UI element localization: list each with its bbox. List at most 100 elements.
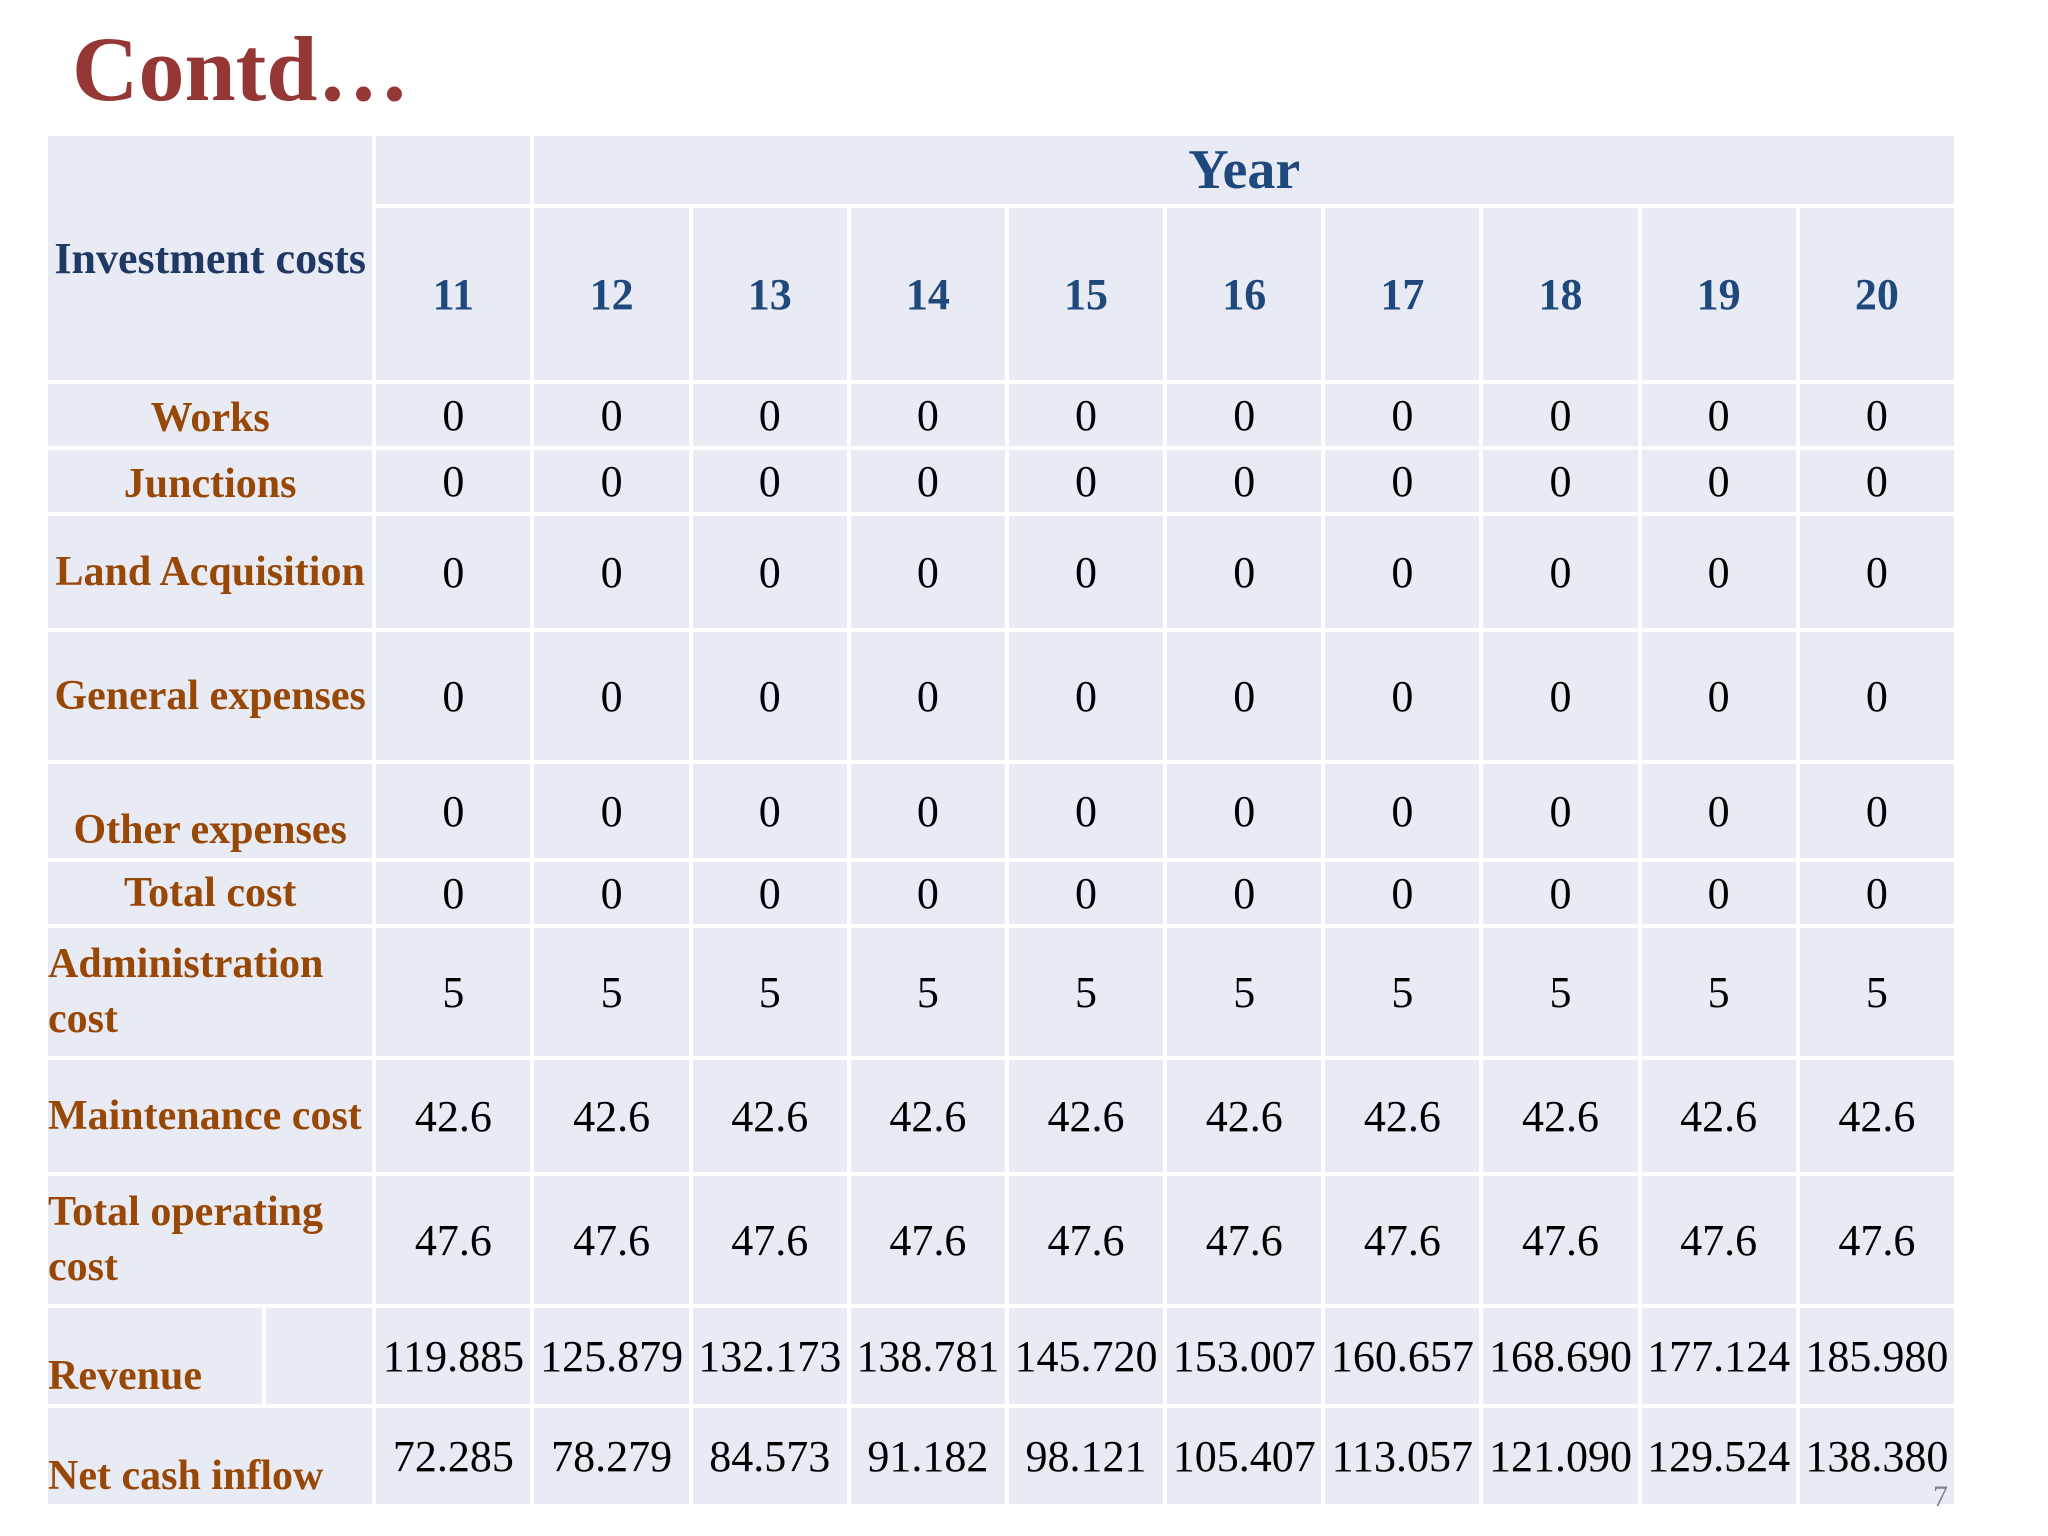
value-cell: 138.380 [1795,1404,1959,1508]
year-number: 11 [432,269,475,319]
value-cell: 0 [372,628,535,764]
value-cell: 0 [1479,760,1642,862]
value-cell: 0 [1163,380,1326,450]
table-row: Land Acquisition 0 0 0 0 0 0 0 0 0 0 [43,512,1959,632]
value-cell: 47.6 [1795,1172,1959,1308]
value-cell: 0 [372,760,535,862]
row-label: Total cost [124,869,297,916]
value-cell: 0 [688,446,851,516]
table-row: Other expenses 0 0 0 0 0 0 0 0 0 0 [43,760,1959,862]
empty-cell [262,1304,377,1408]
value-cell: 0 [1004,628,1168,764]
value-cell: 0 [1637,858,1800,928]
value-cell: 185.980 [1795,1304,1959,1408]
value-cell: 47.6 [846,1172,1009,1308]
row-label: Revenue [48,1353,202,1400]
value-cell: 42.6 [1321,1056,1484,1176]
value-cell: 98.121 [1004,1404,1168,1508]
value-cell: 5 [1637,924,1800,1060]
value-cell: 0 [688,760,851,862]
value-cell: 0 [1163,446,1326,516]
row-label: Junctions [123,461,297,508]
value-cell: 0 [1163,628,1326,764]
value-cell: 0 [1163,512,1326,632]
value-cell: 5 [1479,924,1642,1060]
year-cell: 16 [1163,204,1326,384]
value-cell: 42.6 [688,1056,851,1176]
value-cell: 5 [1795,924,1959,1060]
value-cell: 0 [1479,380,1642,450]
value-cell: 47.6 [530,1172,693,1308]
row-label: Total operating cost [48,1189,323,1290]
value-cell: 0 [372,446,535,516]
value-cell: 5 [846,924,1009,1060]
value-cell: 0 [1637,446,1800,516]
value-cell: 5 [1004,924,1168,1060]
value-cell: 0 [1163,858,1326,928]
row-label-cell: Total operating cost [43,1172,377,1308]
value-cell: 42.6 [530,1056,693,1176]
row-label: Maintenance cost [48,1092,362,1139]
value-cell: 129.524 [1637,1404,1800,1508]
value-cell: 72.285 [372,1404,535,1508]
year-number: 15 [1064,269,1109,319]
value-cell: 0 [1795,380,1959,450]
row-label-cell: Other expenses [43,760,377,862]
year-cell: 20 [1795,204,1959,384]
value-cell: 0 [1479,512,1642,632]
value-cell: 0 [1795,446,1959,516]
value-cell: 0 [1637,628,1800,764]
row-label-cell: General expenses [43,628,377,764]
value-cell: 5 [1163,924,1326,1060]
value-cell: 0 [1321,512,1484,632]
value-cell: 177.124 [1637,1304,1800,1408]
value-cell: 84.573 [688,1404,851,1508]
year-number: 13 [747,269,792,319]
value-cell: 0 [1321,628,1484,764]
value-cell: 0 [1321,446,1484,516]
row-label-cell: Administration cost [43,924,377,1060]
year-number: 16 [1222,269,1267,319]
value-cell: 5 [372,924,535,1060]
value-cell: 0 [1637,380,1800,450]
value-cell: 0 [688,628,851,764]
value-cell: 0 [1004,512,1168,632]
value-cell: 0 [372,858,535,928]
value-cell: 42.6 [846,1056,1009,1176]
value-cell: 91.182 [846,1404,1009,1508]
year-number: 18 [1538,269,1583,319]
value-cell: 0 [1163,760,1326,862]
table-row: General expenses 0 0 0 0 0 0 0 0 0 0 [43,628,1959,764]
row-label: General expenses [54,672,366,719]
value-cell: 0 [1795,628,1959,764]
value-cell: 47.6 [1637,1172,1800,1308]
row-label-cell: Net cash inflow [43,1404,377,1508]
value-cell: 42.6 [372,1056,535,1176]
value-cell: 0 [1004,380,1168,450]
header-row-years: 11 12 13 14 15 16 17 18 19 20 [46,204,1959,384]
value-cell: 0 [1637,760,1800,862]
value-cell: 0 [1479,446,1642,516]
value-cell: 168.690 [1479,1304,1642,1408]
value-cell: 0 [688,858,851,928]
blank-header-cell [372,132,535,208]
row-label: Works [150,395,270,442]
value-cell: 0 [530,512,693,632]
table-row: Maintenance cost 42.6 42.6 42.6 42.6 42.6 42.6… [43,1056,1959,1176]
table-row: Total cost 0 0 0 0 0 0 0 0 0 0 [43,858,1959,928]
value-cell: 0 [846,628,1009,764]
row-label-cell: Land Acquisition [43,512,377,632]
value-cell: 0 [1795,858,1959,928]
value-cell: 145.720 [1004,1304,1168,1408]
value-cell: 47.6 [372,1172,535,1308]
page-number: 7 [1933,1480,1948,1513]
value-cell: 0 [530,628,693,764]
value-cell: 78.279 [530,1404,693,1508]
cash-flow-table: Investment costs Year 11 12 13 14 15 16 17 18 19… [43,132,1959,1508]
value-cell: 0 [846,760,1009,862]
value-cell: 42.6 [1479,1056,1642,1176]
header-row-year: Investment costs Year [43,132,1958,384]
value-cell: 0 [1004,760,1168,862]
value-cell: 105.407 [1163,1404,1326,1508]
year-cell: 15 [1004,204,1168,384]
